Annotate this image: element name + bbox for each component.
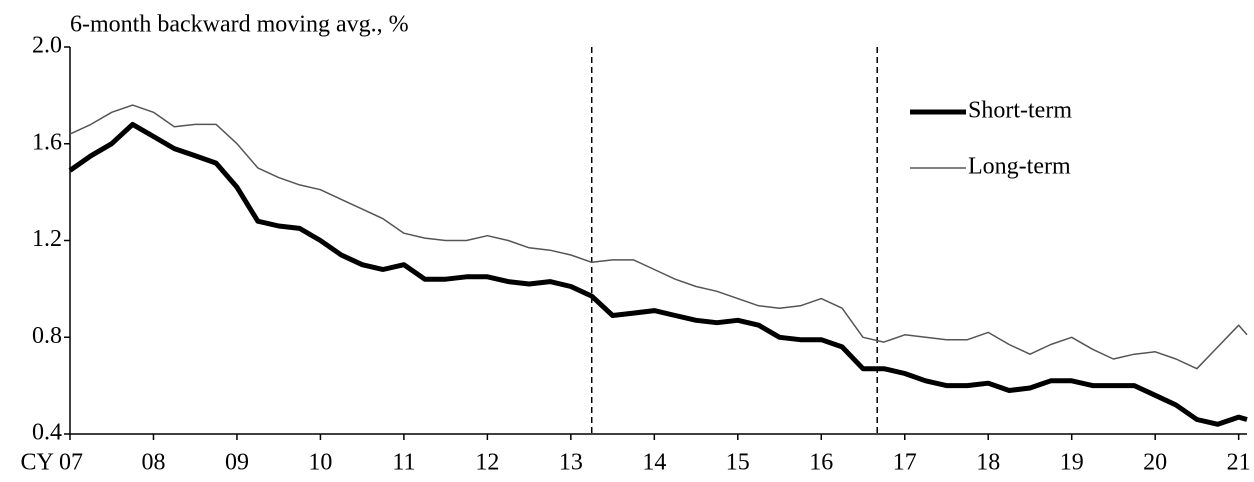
y-tick-label: 1.6 — [32, 129, 62, 155]
y-tick-label: 0.4 — [32, 420, 62, 446]
y-tick-label: 0.8 — [32, 323, 62, 349]
legend-label: Long-term — [968, 154, 1071, 180]
chart-title: 6-month backward moving avg., % — [70, 12, 409, 38]
x-tick-label: 14 — [642, 450, 666, 476]
legend-label: Short-term — [968, 98, 1072, 124]
x-tick-label: 15 — [726, 450, 750, 476]
y-tick-label: 2.0 — [32, 33, 62, 59]
x-tick-label: 18 — [976, 450, 1000, 476]
x-tick-label: 08 — [141, 450, 165, 476]
x-tick-label: 12 — [475, 450, 499, 476]
x-tick-label: 19 — [1060, 450, 1084, 476]
x-tick-label: 17 — [893, 450, 917, 476]
x-tick-label: CY 07 — [21, 450, 83, 476]
x-tick-label: 09 — [225, 450, 249, 476]
series-line — [69, 104, 1248, 370]
x-tick-label: 11 — [392, 450, 415, 476]
series-line — [68, 121, 1248, 427]
x-tick-label: 10 — [308, 450, 332, 476]
x-tick-label: 16 — [809, 450, 833, 476]
x-tick-label: 20 — [1143, 450, 1167, 476]
y-tick-label: 1.2 — [32, 226, 62, 252]
x-tick-label: 21 — [1227, 450, 1251, 476]
x-tick-label: 13 — [559, 450, 583, 476]
